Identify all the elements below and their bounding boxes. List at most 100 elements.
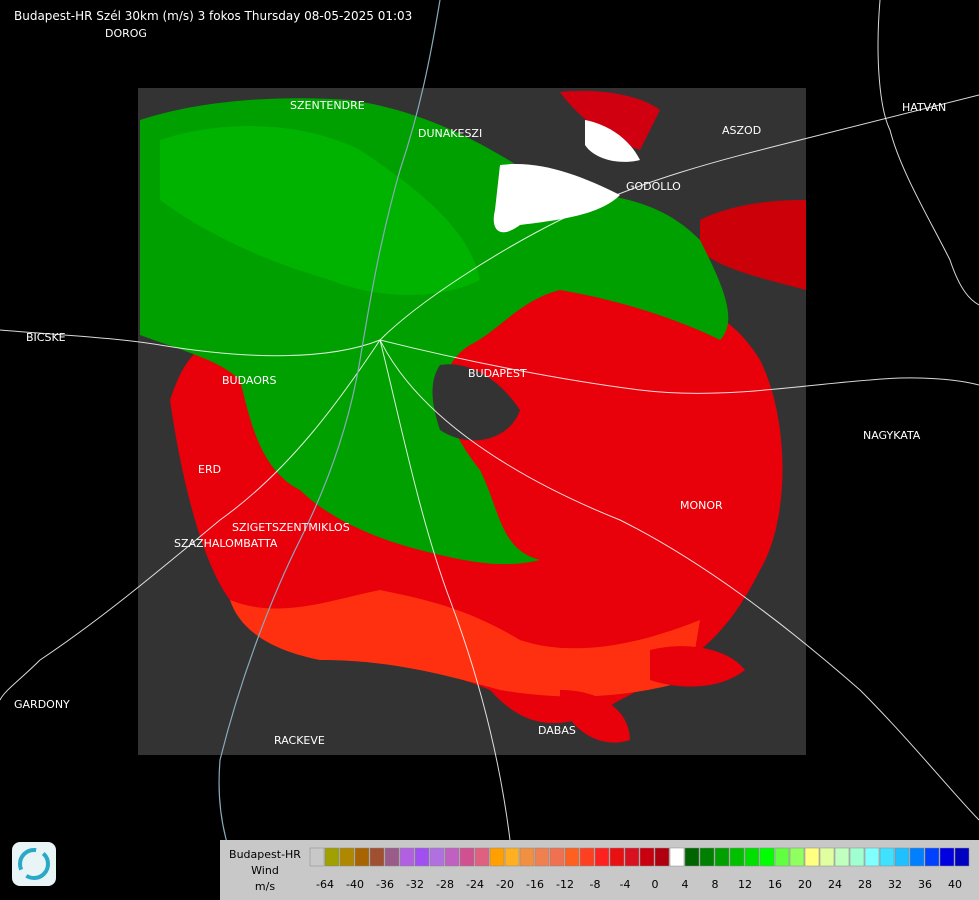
legend-swatch	[339, 847, 355, 867]
legend-tick-label: -24	[466, 878, 484, 891]
legend-tick-label: -36	[376, 878, 394, 891]
radar-red	[560, 90, 660, 150]
legend-swatch	[399, 847, 415, 867]
legend-tick-label: -40	[346, 878, 364, 891]
radar-red	[700, 200, 806, 290]
road	[379, 339, 979, 821]
legend-swatch	[369, 847, 385, 867]
legend-tick-label: 8	[712, 878, 719, 891]
legend-swatch	[324, 847, 340, 867]
road	[877, 0, 979, 306]
legend-swatch	[834, 847, 850, 867]
legend-swatch	[714, 847, 730, 867]
road	[379, 94, 979, 341]
legend-tick-label: 12	[738, 878, 752, 891]
place-label: ASZOD	[722, 124, 761, 137]
legend-swatch	[639, 847, 655, 867]
legend-swatch	[909, 847, 925, 867]
legend-swatch	[819, 847, 835, 867]
legend-tick-label: -8	[590, 878, 601, 891]
legend-tick-label: -12	[556, 878, 574, 891]
legend-swatch	[789, 847, 805, 867]
legend-swatch	[519, 847, 535, 867]
legend-station: Budapest-HR	[229, 848, 301, 861]
legend-swatch	[414, 847, 430, 867]
legend-swatch	[804, 847, 820, 867]
legend-swatch	[924, 847, 940, 867]
place-label: RACKEVE	[274, 734, 325, 747]
road	[0, 329, 979, 394]
legend-swatch	[684, 847, 700, 867]
legend-swatch	[579, 847, 595, 867]
place-label: HATVAN	[902, 101, 946, 114]
place-label: BUDAORS	[222, 374, 277, 387]
legend-tick-label: 16	[768, 878, 782, 891]
place-label: BICSKE	[26, 331, 66, 344]
place-label: DOROG	[105, 27, 147, 40]
legend-swatch	[354, 847, 370, 867]
legend-swatch	[474, 847, 490, 867]
legend-swatch	[594, 847, 610, 867]
legend-quantity: Wind	[251, 864, 279, 877]
legend-swatch	[549, 847, 565, 867]
legend-swatch	[459, 847, 475, 867]
map-title: Budapest-HR Szél 30km (m/s) 3 fokos Thur…	[14, 9, 412, 23]
legend-tick-label: 40	[948, 878, 962, 891]
place-label: SZAZHALOMBATTA	[174, 537, 278, 550]
legend-swatch	[879, 847, 895, 867]
legend-tick-label: 20	[798, 878, 812, 891]
legend-swatch	[309, 847, 325, 867]
legend-swatch	[609, 847, 625, 867]
place-label: GODOLLO	[626, 180, 681, 193]
legend-tick-label: -4	[620, 878, 631, 891]
place-label: ERD	[198, 463, 221, 476]
place-label: MONOR	[680, 499, 723, 512]
legend-swatch	[429, 847, 445, 867]
legend-unit: m/s	[255, 880, 275, 893]
legend-swatch	[894, 847, 910, 867]
legend-swatch	[444, 847, 460, 867]
place-label: DABAS	[538, 724, 576, 737]
legend-tick-label: -32	[406, 878, 424, 891]
radar-white	[493, 120, 640, 233]
legend-swatch	[564, 847, 580, 867]
legend-swatch	[939, 847, 955, 867]
legend-swatch	[699, 847, 715, 867]
place-label: DUNAKESZI	[418, 127, 482, 140]
legend-swatch	[504, 847, 520, 867]
radar-gap	[432, 364, 520, 441]
legend-swatch	[954, 847, 970, 867]
radar-red	[560, 646, 745, 743]
legend-swatch	[654, 847, 670, 867]
legend-swatch	[729, 847, 745, 867]
legend-tick-label: -64	[316, 878, 334, 891]
legend-tick-label: 24	[828, 878, 842, 891]
legend-tick-label: 28	[858, 878, 872, 891]
road	[379, 339, 511, 841]
legend-tick-label: 4	[682, 878, 689, 891]
legend-swatch	[744, 847, 760, 867]
legend-swatch	[864, 847, 880, 867]
place-label: SZENTENDRE	[290, 99, 365, 112]
place-label: NAGYKATA	[863, 429, 921, 442]
legend-swatch	[849, 847, 865, 867]
legend-swatch	[384, 847, 400, 867]
legend-swatch	[489, 847, 505, 867]
legend-swatch	[774, 847, 790, 867]
legend-tick-label: 32	[888, 878, 902, 891]
legend-swatch	[759, 847, 775, 867]
legend-swatch	[669, 847, 685, 867]
legend-swatch	[624, 847, 640, 867]
legend-tick-label: 36	[918, 878, 932, 891]
legend-tick-label: -16	[526, 878, 544, 891]
legend-tick-label: -28	[436, 878, 454, 891]
road	[0, 339, 381, 701]
place-label: GARDONY	[14, 698, 70, 711]
logo-swirl	[18, 848, 50, 880]
river-danube	[218, 0, 441, 900]
legend-tick-label: 0	[652, 878, 659, 891]
place-label: BUDAPEST	[468, 367, 527, 380]
place-label: SZIGETSZENTMIKLOS	[232, 521, 350, 534]
place-labels: DOROG SZENTENDRE DUNAKESZI ASZOD HATVAN GODOL…	[14, 27, 969, 900]
